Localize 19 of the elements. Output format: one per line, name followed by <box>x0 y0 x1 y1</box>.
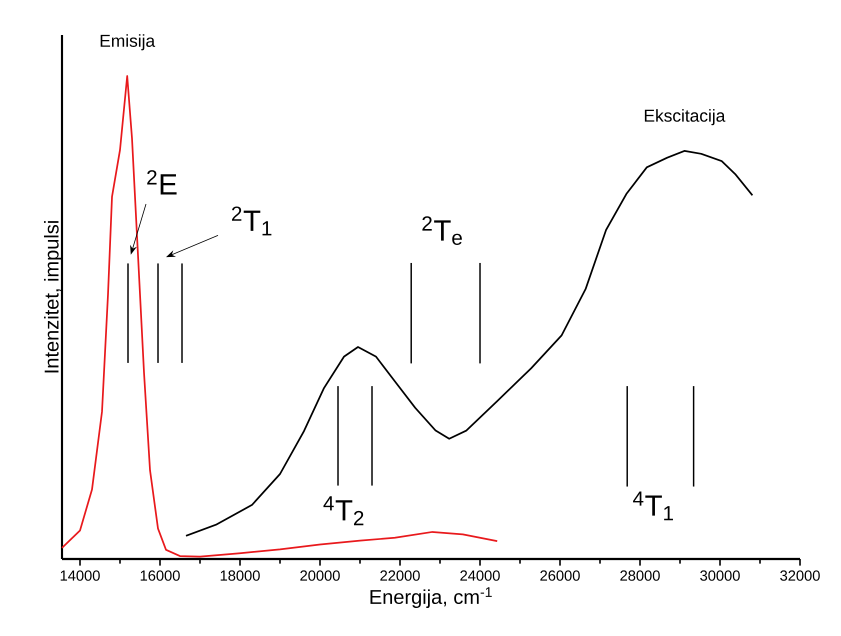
series-label: Emisija <box>100 34 156 50</box>
x-tick-label: 28000 <box>620 570 660 581</box>
annotation: $^{2}$T$_{1}$ <box>232 206 272 236</box>
x-tick-label: 16000 <box>140 570 180 581</box>
x-tick-label: 32000 <box>780 570 820 581</box>
x-tick-label: 26000 <box>540 570 580 581</box>
annotation: $^{2}$T$_{e}$ <box>422 216 462 245</box>
x-tick-label: 30000 <box>700 570 740 581</box>
x-tick-label: 24000 <box>460 570 500 581</box>
y-axis-title: Intenzitet, impulsi <box>44 221 63 372</box>
x-axis-title: Energija, cm$^{-1}$ <box>370 587 492 608</box>
annotation: $^{4}$T$_{2}$ <box>323 496 364 526</box>
series-label: Ekscitacija <box>644 109 726 126</box>
annotation: $^{2}$E <box>147 170 177 194</box>
x-tick-label: 22000 <box>380 570 420 581</box>
annotation: $^{4}$T$_{1}$ <box>633 491 673 520</box>
x-tick-label: 20000 <box>300 570 340 581</box>
x-tick-label: 18000 <box>220 570 260 581</box>
x-tick-label: 14000 <box>60 570 100 581</box>
